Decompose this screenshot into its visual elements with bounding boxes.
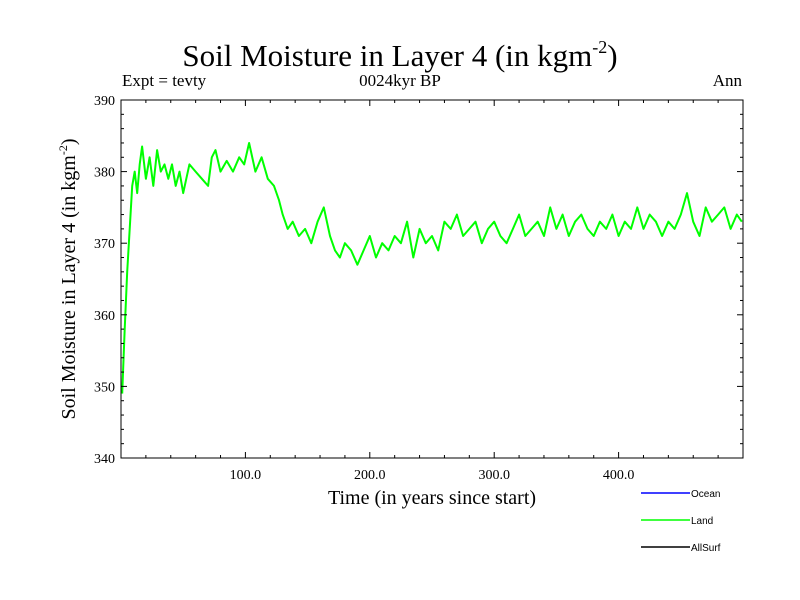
legend-label-allsurf: AllSurf: [691, 543, 721, 554]
legend-label-ocean: Ocean: [691, 489, 720, 500]
legend-label-land: Land: [691, 516, 713, 527]
y-tick-label: 380: [94, 166, 115, 181]
y-tick-label: 390: [94, 94, 115, 109]
y-tick-label: 350: [94, 380, 115, 395]
plot-frame: [120, 99, 744, 459]
series-line-land: [121, 142, 743, 394]
x-tick-label: 200.0: [354, 468, 386, 483]
y-tick-label: 370: [94, 237, 115, 252]
y-tick-label: 360: [94, 309, 115, 324]
ticks-layer: 340 350 360 370 380 390 100.0 200.0 300.0 400.0: [94, 94, 743, 483]
x-tick-label: 300.0: [478, 468, 510, 483]
season-label: Ann: [712, 71, 742, 90]
x-tick-label: 400.0: [603, 468, 635, 483]
legend: Ocean Land AllSurf: [641, 489, 721, 554]
y-tick-label: 340: [94, 452, 115, 467]
x-tick-label: 100.0: [230, 468, 262, 483]
x-axis-title: Time (in years since start): [328, 487, 536, 509]
chart-title: Soil Moisture in Layer 4 (in kgm-2): [182, 37, 618, 73]
experiment-label: Expt = tevty: [122, 71, 207, 90]
series-layer: [121, 142, 743, 394]
period-label: 0024kyr BP: [359, 71, 441, 90]
y-axis-title: Soil Moisture in Layer 4 (in kgm-2): [56, 138, 80, 419]
